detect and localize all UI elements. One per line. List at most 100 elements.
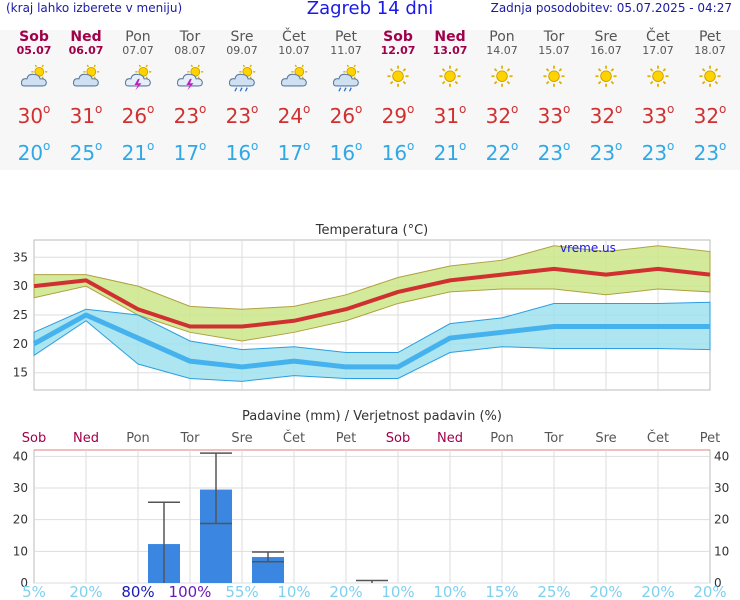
y-tick-label-right: 20	[714, 513, 729, 527]
degree-sign: o	[303, 139, 311, 153]
max-temperature: 33o	[632, 97, 684, 128]
sun-icon	[595, 65, 617, 87]
min-temperature-value: 16	[329, 141, 356, 165]
day-name: Pet	[698, 29, 722, 45]
min-temperature-value: 23	[537, 141, 564, 165]
degree-sign: o	[251, 139, 259, 153]
min-temperature: 21o	[112, 134, 164, 165]
min-temperature: 23o	[528, 134, 580, 165]
page-title: Zagreb 14 dni	[306, 0, 434, 19]
degree-sign: o	[303, 102, 311, 116]
y-tick-label: 25	[13, 308, 28, 322]
sun-icon	[491, 65, 513, 87]
x-day-label: Sob	[386, 431, 410, 446]
day-date: 09.07	[226, 44, 258, 57]
probability-label: 20%	[641, 583, 674, 600]
day-column: Pon 14.07 32o 22o	[476, 30, 528, 166]
degree-sign: o	[95, 139, 103, 153]
min-temperature-value: 23	[641, 141, 668, 165]
watermark-label: vreme.us	[560, 241, 616, 255]
day-column: Sre 09.07 23o 16o	[216, 29, 268, 166]
menu-hint[interactable]: (kraj lahko izberete v meniju)	[6, 1, 183, 15]
max-temperature: 30o	[8, 97, 60, 128]
day-column: Ned 13.07 31o 21o	[424, 30, 476, 166]
degree-sign: o	[719, 102, 727, 116]
day-column: Pet 11.07 26o 16o	[320, 29, 372, 166]
degree-sign: o	[667, 102, 675, 116]
max-temperature: 26o	[320, 97, 372, 128]
max-temperature: 31o	[60, 97, 112, 128]
page-header: (kraj lahko izberete v meniju) Zagreb 14…	[0, 0, 740, 22]
y-tick-label-right: 30	[714, 481, 729, 495]
sun-thunder-icon	[124, 64, 152, 91]
day-name: Sre	[594, 29, 618, 45]
degree-sign: o	[407, 139, 415, 153]
degree-sign: o	[355, 139, 363, 153]
degree-sign: o	[511, 139, 519, 153]
x-day-label: Sob	[22, 431, 46, 446]
min-temperature: 16o	[372, 134, 424, 165]
day-column: Sob 12.07 29o 16o	[372, 30, 424, 166]
probability-label: 10%	[433, 583, 466, 600]
day-name: Čet	[646, 29, 670, 45]
max-temperature-value: 31	[69, 104, 96, 128]
day-column: Čet 17.07 33o 23o	[632, 29, 684, 166]
degree-sign: o	[459, 102, 467, 116]
y-tick-label-left: 30	[13, 481, 28, 495]
min-temperature: 17o	[268, 134, 320, 165]
day-date: 05.07	[16, 44, 52, 57]
min-temperature-value: 25	[69, 141, 96, 165]
sun-icon	[439, 65, 461, 87]
day-name: Ned	[70, 29, 102, 45]
cloud-sun-icon	[20, 64, 48, 87]
degree-sign: o	[147, 102, 155, 116]
x-day-label: Pet	[336, 431, 356, 446]
last-update: Zadnja posodobitev: 05.07.2025 - 04:27	[490, 1, 732, 15]
degree-sign: o	[43, 102, 51, 116]
degree-sign: o	[199, 102, 207, 116]
max-temperature-value: 23	[225, 104, 252, 128]
x-day-label: Pon	[490, 431, 514, 446]
day-name: Pet	[334, 29, 358, 45]
min-temperature-value: 17	[277, 141, 304, 165]
day-date: 10.07	[278, 44, 310, 57]
degree-sign: o	[511, 102, 519, 116]
x-day-label: Sre	[231, 431, 252, 446]
sun-cloud-rain-icon	[228, 64, 256, 92]
min-temperature: 23o	[632, 134, 684, 165]
day-date: 08.07	[174, 44, 206, 57]
max-temperature-value: 30	[17, 104, 44, 128]
max-temperature: 31o	[424, 97, 476, 128]
max-temperature: 24o	[268, 97, 320, 128]
sun-thunder-icon	[176, 64, 204, 91]
probability-label: 20%	[589, 583, 622, 600]
precipitation-chart-title: Padavine (mm) / Verjetnost padavin (%)	[242, 409, 502, 424]
probability-label: 20%	[329, 583, 362, 600]
probability-label: 20%	[69, 583, 102, 600]
min-temperature: 20o	[8, 134, 60, 165]
probability-label: 5%	[22, 583, 46, 600]
x-day-label: Sre	[595, 431, 616, 446]
y-tick-label-left: 20	[13, 513, 28, 527]
x-day-label: Ned	[437, 431, 463, 446]
day-date: 13.07	[432, 44, 468, 57]
y-tick-label: 15	[13, 366, 28, 380]
degree-sign: o	[95, 102, 103, 116]
max-temperature-value: 33	[641, 104, 668, 128]
day-name: Sre	[230, 29, 254, 45]
cloud-sun-icon	[280, 64, 308, 87]
max-temperature-value: 32	[485, 104, 512, 128]
min-temperature: 22o	[476, 134, 528, 165]
day-column: Sre 16.07 32o 23o	[580, 29, 632, 166]
min-temperature-value: 17	[173, 141, 200, 165]
x-day-label: Pon	[126, 431, 150, 446]
min-temperature-value: 23	[693, 141, 720, 165]
probability-label: 100%	[169, 583, 212, 600]
min-temperature-line	[32, 312, 710, 370]
x-day-label: Tor	[543, 431, 564, 446]
degree-sign: o	[199, 139, 207, 153]
y-tick-label: 20	[13, 337, 28, 351]
day-date: 06.07	[68, 44, 104, 57]
min-temperature-value: 20	[17, 141, 44, 165]
